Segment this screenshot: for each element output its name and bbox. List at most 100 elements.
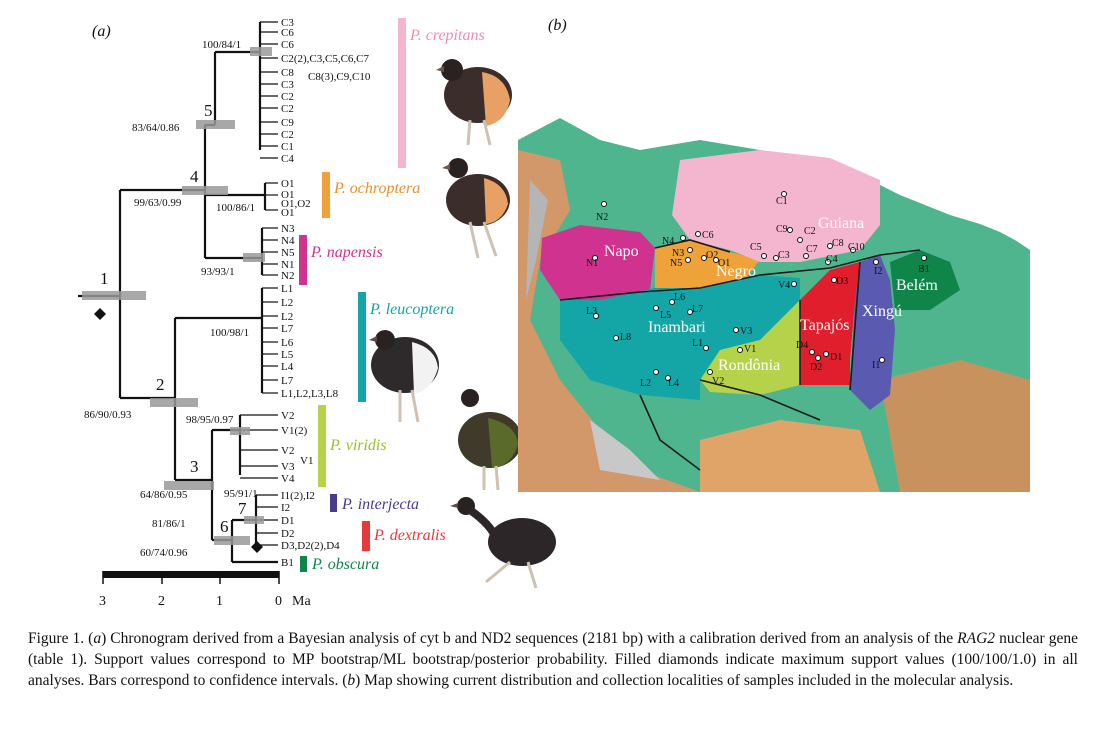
locality-label: N2 — [596, 212, 608, 223]
clade-name-obscura: P. obscura — [311, 556, 379, 573]
locality-label: C5 — [750, 242, 762, 253]
node-label: 5 — [204, 101, 213, 120]
region-negro-area — [655, 240, 760, 288]
region-label-napo: Napo — [604, 243, 639, 260]
time-scale: 3 2 1 0 Ma — [99, 571, 311, 609]
locality-label: V4 — [778, 280, 790, 291]
support-value: 98/95/0.97 — [186, 414, 234, 426]
locality-label: C9 — [776, 224, 788, 235]
figure-1: (a) — [78, 17, 1030, 609]
clade-name-napensis: P. napensis — [310, 244, 383, 261]
tip-label: L1,L2,L3,L8 — [281, 388, 339, 400]
locality-label: O1 — [718, 258, 730, 269]
locality-label: C4 — [826, 254, 838, 265]
locality-label: L8 — [620, 332, 631, 343]
support-value: 93/93/1 — [201, 266, 235, 278]
caption-text: a — [93, 630, 102, 647]
locality-label: C3 — [778, 250, 790, 261]
support-value: 81/86/1 — [152, 518, 186, 530]
clade-bar-ochroptera — [322, 172, 330, 218]
tip-label: N3 — [281, 223, 295, 235]
tip-label: L4 — [281, 361, 294, 373]
scale-tick-label: 0 — [275, 594, 282, 609]
tip-label: L6 — [281, 337, 294, 349]
node-label: 6 — [220, 517, 229, 536]
clade-name-crepitans: P. crepitans — [409, 27, 485, 44]
support-value: 100/98/1 — [210, 327, 249, 339]
region-label-belem: Belém — [896, 277, 938, 294]
region-inambari-area — [560, 275, 800, 400]
figure-caption: Figure 1. (a) Chronogram derived from a … — [28, 628, 1078, 691]
tip-label: C8 — [281, 67, 294, 79]
tip-label: N1 — [281, 259, 294, 271]
node-label: 2 — [156, 375, 165, 394]
max-support-diamond — [94, 308, 106, 320]
bird-illustration-ochroptera — [442, 158, 510, 259]
clade-name-leucoptera: P. leucoptera — [369, 301, 454, 318]
locality-label: O2 — [706, 250, 718, 261]
tip-label: V2 — [281, 445, 294, 457]
tip-label: V4 — [281, 473, 295, 485]
support-value: 83/64/0.86 — [132, 122, 180, 134]
tip-label: C2 — [281, 91, 294, 103]
scale-unit: Ma — [292, 594, 311, 609]
tip-label: L2 — [281, 311, 293, 323]
support-value: 95/91/1 — [224, 488, 258, 500]
clade-bar-viridis — [318, 405, 326, 487]
bird-illustration-viridis — [458, 389, 522, 491]
tip-label: D3,D2(2),D4 — [281, 540, 340, 552]
caption-text: nuclear gene (table 1). Support values c… — [28, 630, 1078, 689]
confidence-bars — [82, 47, 272, 545]
caption-text: ) Map showing current distribution and c… — [355, 672, 1014, 689]
tip-label: O1 — [281, 207, 294, 219]
tip-label: C9 — [281, 117, 294, 129]
panel-a-label: (a) — [92, 23, 111, 40]
tip-label: C6 — [281, 39, 294, 51]
support-value: 60/74/0.96 — [140, 547, 188, 559]
clade-bar-crepitans — [398, 18, 406, 168]
tip-label: C4 — [281, 153, 294, 165]
tip-label: L7 — [281, 323, 294, 335]
region-xingu-area — [850, 255, 895, 410]
locality-label: N1 — [586, 258, 598, 269]
locality-label: L7 — [692, 304, 703, 315]
region-label-tapajos: Tapajós — [800, 317, 850, 334]
locality-label: D4 — [796, 340, 808, 351]
node-label: 3 — [190, 457, 199, 476]
locality-label: C7 — [806, 244, 818, 255]
node-label: 7 — [238, 499, 247, 518]
tip-label: C2 — [281, 103, 294, 115]
tip-label: L5 — [281, 349, 294, 361]
region-guiana-area — [672, 150, 880, 262]
caption-text: Figure 1. ( — [28, 630, 94, 647]
locality-label: L3 — [586, 306, 597, 317]
tip-label: C1 — [281, 141, 294, 153]
locality-label: L4 — [668, 378, 679, 389]
scale-tick-label: 3 — [99, 594, 106, 609]
scale-tick-label: 1 — [216, 594, 223, 609]
tip-label: D1 — [281, 515, 294, 527]
locality-label: C1 — [776, 196, 788, 207]
locality-label: B1 — [918, 264, 930, 275]
locality-label: D2 — [810, 362, 822, 373]
support-value: 100/86/1 — [216, 202, 255, 214]
clade-bar-obscura — [300, 556, 307, 572]
tip-label: N4 — [281, 235, 295, 247]
tip-label: V2 — [281, 410, 294, 422]
tip-label: C6 — [281, 27, 294, 39]
tip-label: O1 — [281, 189, 294, 201]
tip-label: C8(3),C9,C10 — [308, 71, 371, 83]
tip-label: O1,O2 — [281, 198, 311, 210]
locality-label: D1 — [830, 352, 842, 363]
locality-label: C10 — [848, 242, 865, 253]
locality-label: C8 — [832, 238, 844, 249]
bird-illustration-crepitans — [436, 59, 512, 146]
tip-label: N2 — [281, 270, 294, 282]
locality-label: L5 — [660, 310, 671, 321]
node-label: 4 — [190, 167, 199, 186]
locality-label: C6 — [702, 230, 714, 241]
region-label-negro: Negro — [716, 263, 756, 280]
distribution-map: Napo Negro Guiana Inambari Rondônia Tapa… — [518, 118, 1030, 492]
tip-label: C2(2),C3,C5,C6,C7 — [281, 53, 370, 65]
clade-bar-leucoptera — [358, 292, 366, 402]
